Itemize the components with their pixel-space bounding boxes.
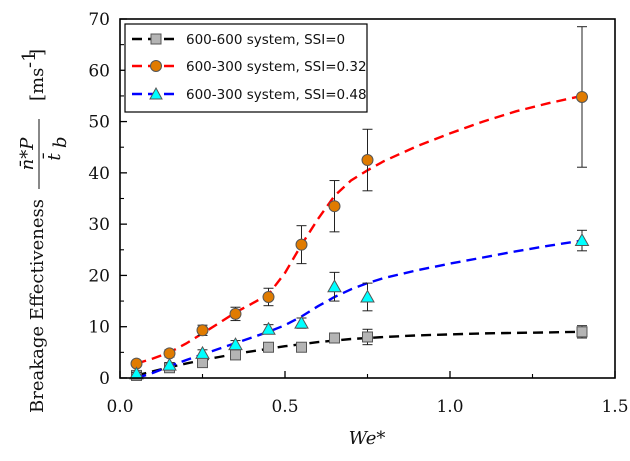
series-line-1: [136, 94, 583, 365]
data-point: [576, 90, 588, 103]
y-tick-label: 30: [88, 215, 110, 235]
legend: 600-600 system, SSI=0 600-300 system, SS…: [124, 23, 368, 113]
legend-label-0: 600-600 system, SSI=0: [186, 32, 345, 48]
data-point: [295, 238, 308, 251]
y-axis-title-denominator: t̄: [41, 153, 65, 161]
data-point: [261, 321, 276, 335]
y-axis-title-unit-end: ]: [27, 49, 48, 56]
x-tick-label: 0.0: [106, 397, 133, 417]
y-tick-label: 10: [88, 318, 110, 338]
data-point: [195, 345, 210, 359]
legend-label-1: 600-300 system, SSI=0.32: [186, 59, 367, 75]
data-point: [129, 366, 144, 380]
series-line-0: [136, 330, 583, 377]
y-axis-title-main: Breakage Effectiveness: [27, 199, 48, 413]
y-axis-title-numerator: n̄*P: [17, 137, 38, 171]
y-tick-label: 40: [88, 164, 110, 184]
data-point: [162, 357, 177, 371]
y-axis-title-unit-sup: -1: [19, 50, 40, 68]
data-point: [197, 357, 208, 369]
y-tick-label: 20: [88, 266, 110, 286]
y-tick-label: 60: [88, 61, 110, 81]
data-point: [328, 200, 341, 213]
legend-marker-2: [149, 86, 163, 100]
x-tick-label: 1.0: [436, 397, 463, 417]
data-point: [163, 347, 176, 360]
legend-label-2: 600-300 system, SSI=0.48: [186, 87, 367, 103]
data-point: [263, 341, 274, 353]
x-axis-title: We*: [349, 428, 386, 449]
data-point: [574, 233, 590, 247]
plot-content: [129, 26, 590, 381]
data-point: [362, 331, 373, 343]
data-point: [361, 154, 374, 167]
legend-item-0: 600-600 system, SSI=0: [132, 32, 345, 48]
series-0: [131, 325, 588, 381]
x-tick-label: 1.5: [601, 397, 628, 417]
data-point: [230, 349, 241, 361]
axis-ticks: 0.0 0.5 1.0 1.5 0 10 20 30 40 50 60 70: [88, 10, 628, 417]
y-tick-label: 0: [99, 369, 110, 389]
data-point: [229, 307, 242, 320]
data-point: [576, 326, 588, 338]
data-point: [262, 290, 275, 303]
y-axis-title: Breakage Effectiveness n̄*P t̄ b [ms -1 …: [17, 49, 71, 413]
data-point: [296, 341, 307, 353]
legend-marker-0: [150, 33, 162, 45]
y-axis-title-unit: [ms: [27, 68, 48, 101]
series-1: [130, 26, 588, 370]
y-axis-title-denominator-sub: b: [50, 136, 71, 148]
series-line-2: [136, 239, 583, 380]
x-tick-label: 0.5: [271, 397, 298, 417]
data-point: [360, 289, 375, 303]
data-point: [294, 315, 309, 329]
data-point: [196, 324, 209, 337]
data-point: [228, 337, 243, 351]
legend-item-1: 600-300 system, SSI=0.32: [132, 59, 367, 75]
series-2: [129, 229, 590, 380]
legend-item-2: 600-300 system, SSI=0.48: [132, 86, 367, 103]
legend-marker-1: [150, 60, 162, 72]
data-point: [327, 279, 342, 293]
data-point: [329, 332, 340, 344]
y-tick-label: 70: [88, 10, 110, 30]
y-tick-label: 50: [88, 113, 110, 133]
